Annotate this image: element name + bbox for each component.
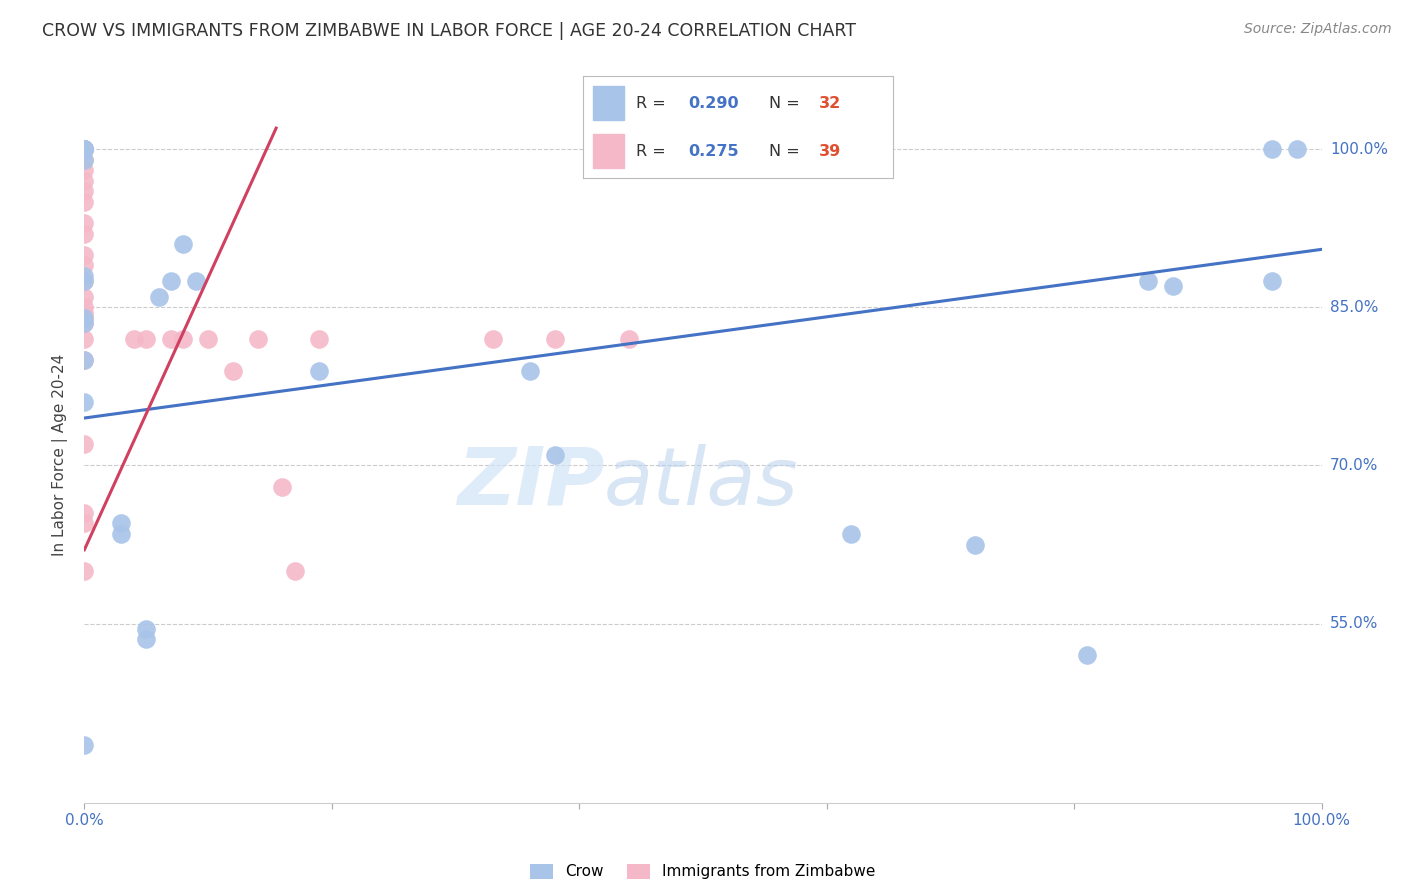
- Point: [73, 310, 96, 325]
- Point: [73, 247, 96, 261]
- Point: [73, 274, 96, 288]
- Bar: [593, 87, 624, 120]
- Point: [73, 142, 96, 156]
- Point: [135, 622, 157, 636]
- Point: [73, 516, 96, 531]
- Point: [73, 506, 96, 520]
- Point: [308, 363, 330, 377]
- Point: [1137, 274, 1160, 288]
- Point: [617, 332, 640, 346]
- Point: [73, 185, 96, 199]
- Point: [308, 332, 330, 346]
- Bar: [593, 135, 624, 168]
- Text: R =: R =: [636, 95, 671, 111]
- Point: [73, 153, 96, 167]
- Text: 32: 32: [818, 95, 841, 111]
- Point: [73, 142, 96, 156]
- Point: [246, 332, 269, 346]
- Point: [73, 290, 96, 304]
- Point: [1161, 279, 1184, 293]
- Text: 55.0%: 55.0%: [1330, 616, 1378, 631]
- Text: 100.0%: 100.0%: [1330, 142, 1388, 157]
- Point: [73, 227, 96, 241]
- Point: [73, 316, 96, 330]
- Point: [160, 332, 183, 346]
- Point: [73, 310, 96, 325]
- Point: [73, 142, 96, 156]
- Point: [1261, 142, 1284, 156]
- Point: [110, 527, 132, 541]
- Point: [73, 268, 96, 283]
- Text: N =: N =: [769, 95, 806, 111]
- Point: [543, 332, 565, 346]
- Point: [73, 332, 96, 346]
- Text: N =: N =: [769, 144, 806, 159]
- Point: [271, 479, 294, 493]
- Point: [73, 353, 96, 368]
- Text: 0.290: 0.290: [689, 95, 740, 111]
- Point: [148, 290, 170, 304]
- Point: [73, 395, 96, 409]
- Point: [184, 274, 207, 288]
- Text: atlas: atlas: [605, 443, 799, 522]
- Point: [73, 194, 96, 209]
- Point: [73, 437, 96, 451]
- Point: [110, 516, 132, 531]
- Point: [73, 142, 96, 156]
- Point: [222, 363, 245, 377]
- Point: [73, 316, 96, 330]
- Point: [172, 332, 194, 346]
- Point: [73, 305, 96, 319]
- Point: [73, 274, 96, 288]
- Point: [481, 332, 503, 346]
- Point: [73, 258, 96, 272]
- Text: CROW VS IMMIGRANTS FROM ZIMBABWE IN LABOR FORCE | AGE 20-24 CORRELATION CHART: CROW VS IMMIGRANTS FROM ZIMBABWE IN LABO…: [42, 22, 856, 40]
- Text: 85.0%: 85.0%: [1330, 300, 1378, 315]
- Text: ZIP: ZIP: [457, 443, 605, 522]
- Point: [122, 332, 145, 346]
- Point: [135, 632, 157, 647]
- Point: [73, 174, 96, 188]
- Point: [73, 142, 96, 156]
- Point: [73, 301, 96, 315]
- Point: [284, 564, 307, 578]
- Point: [73, 738, 96, 752]
- Text: 70.0%: 70.0%: [1330, 458, 1378, 473]
- Point: [1076, 648, 1098, 663]
- Point: [73, 353, 96, 368]
- Point: [73, 142, 96, 156]
- Point: [73, 216, 96, 230]
- Point: [160, 274, 183, 288]
- Point: [543, 448, 565, 462]
- Text: R =: R =: [636, 144, 671, 159]
- Text: 0.275: 0.275: [689, 144, 740, 159]
- Legend: Crow, Immigrants from Zimbabwe: Crow, Immigrants from Zimbabwe: [524, 857, 882, 886]
- Point: [73, 163, 96, 178]
- Point: [197, 332, 219, 346]
- Point: [1261, 274, 1284, 288]
- Point: [73, 142, 96, 156]
- Text: Source: ZipAtlas.com: Source: ZipAtlas.com: [1244, 22, 1392, 37]
- Point: [73, 564, 96, 578]
- Point: [965, 537, 987, 551]
- Y-axis label: In Labor Force | Age 20-24: In Labor Force | Age 20-24: [52, 354, 69, 556]
- Point: [73, 153, 96, 167]
- Point: [519, 363, 541, 377]
- Point: [1285, 142, 1308, 156]
- Point: [73, 142, 96, 156]
- Point: [135, 332, 157, 346]
- Point: [841, 527, 863, 541]
- Point: [172, 237, 194, 252]
- Point: [73, 142, 96, 156]
- Text: 39: 39: [818, 144, 841, 159]
